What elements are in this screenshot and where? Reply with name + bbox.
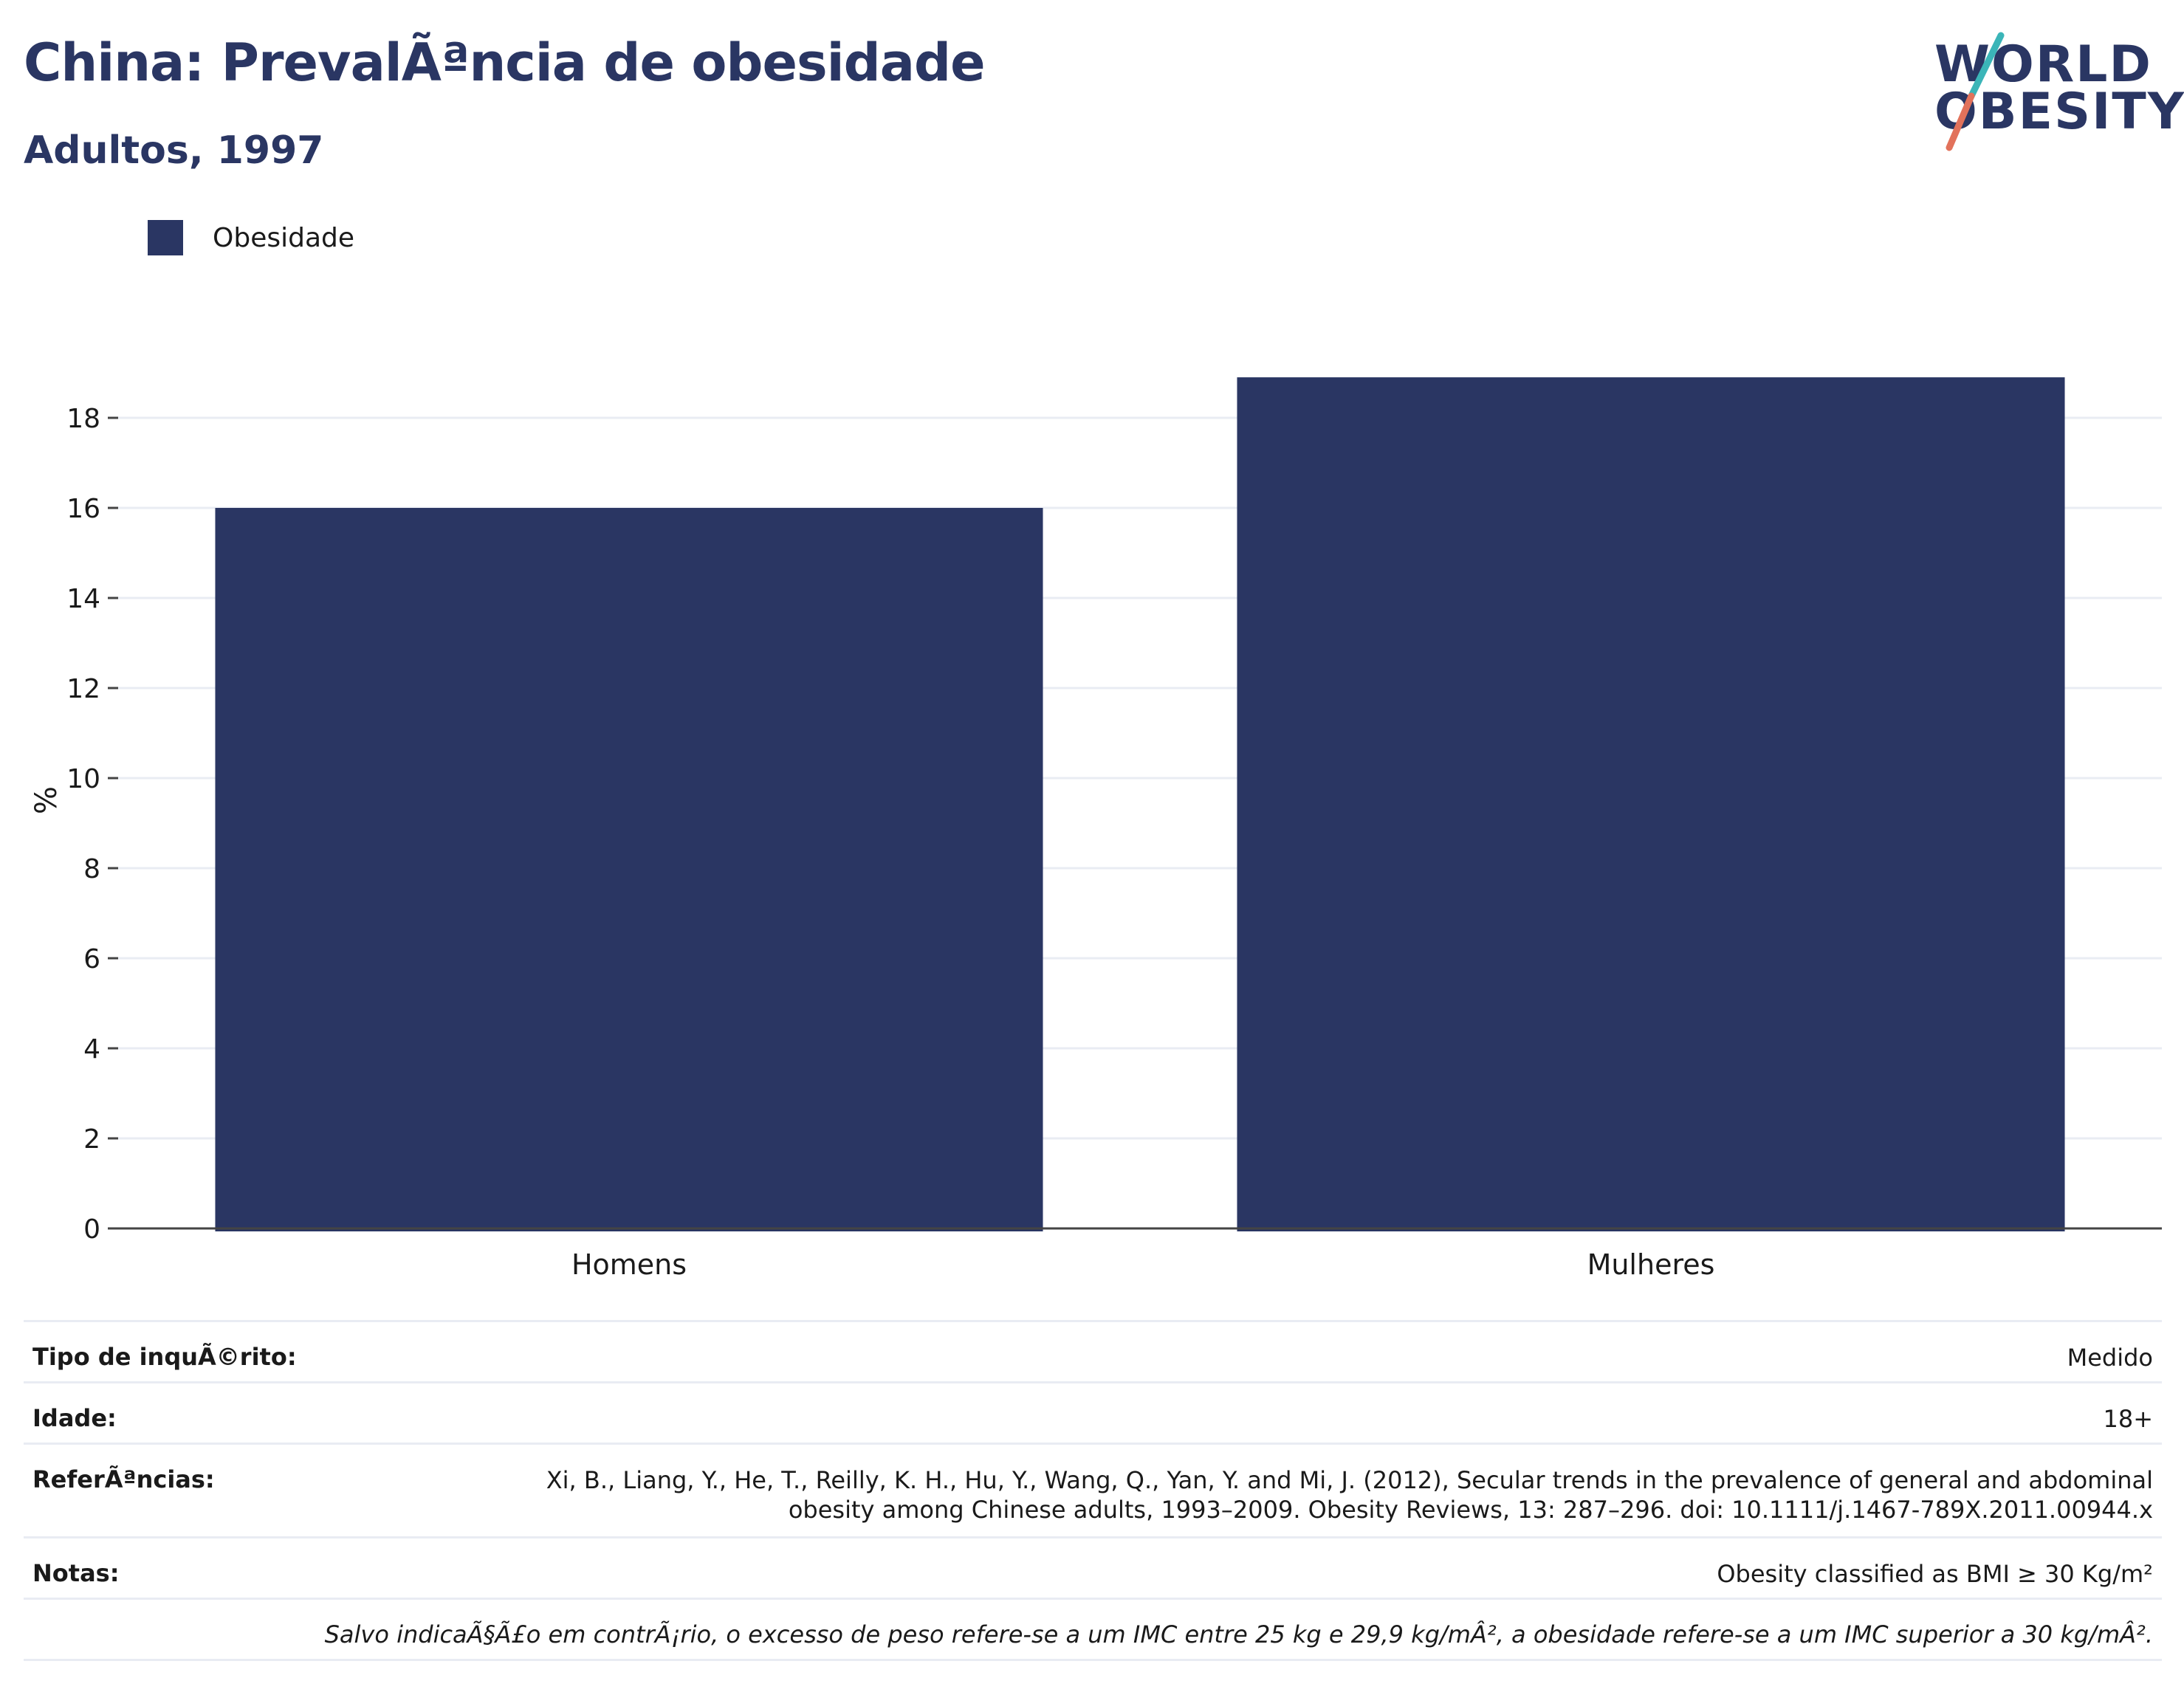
y-axis-title: %	[30, 786, 63, 814]
world-obesity-logo: WORLD OBESITY	[1920, 22, 2184, 155]
notes-value: Obesity classified as BMI ≥ 30 Kg/m²	[1717, 1560, 2153, 1588]
y-tick-label: 2	[83, 1124, 100, 1155]
age-label: Idade:	[32, 1404, 117, 1432]
y-tick-label: 18	[66, 404, 100, 434]
bar	[1237, 377, 2065, 1232]
chart-title: China: PrevalÃªncia de obesidade	[24, 32, 986, 93]
legend-label: Obesidade	[213, 222, 355, 253]
x-tick-label: Homens	[571, 1248, 687, 1281]
info-row-notes: Notas: Obesity classified as BMI ≥ 30 Kg…	[24, 1536, 2162, 1598]
y-tick-label: 0	[83, 1214, 100, 1245]
age-value: 18+	[2103, 1405, 2153, 1433]
y-tick-label: 6	[83, 944, 100, 974]
reference-line-2: obesity among Chinese adults, 1993–2009.…	[788, 1496, 2153, 1524]
survey-label: Tipo de inquÃ©rito:	[32, 1343, 297, 1371]
y-tick-label: 14	[66, 584, 100, 614]
y-tick-label: 4	[83, 1034, 100, 1065]
legend-swatch	[148, 220, 183, 255]
logo-text-world: WORLD	[1934, 35, 2152, 94]
notes-label: Notas:	[32, 1559, 120, 1587]
info-table: Tipo de inquÃ©rito: Medido Idade: 18+ Re…	[24, 1320, 2162, 1661]
reference-line-1: Xi, B., Liang, Y., He, T., Reilly, K. H.…	[546, 1466, 2153, 1494]
bar	[215, 508, 1043, 1231]
y-tick-label: 8	[83, 854, 100, 884]
x-tick-label: Mulheres	[1587, 1248, 1715, 1281]
logo-slash-icon	[1946, 32, 2005, 151]
legend: Obesidade	[148, 220, 354, 255]
info-row-footnote: Salvo indicaÃ§Ã£o em contrÃ¡rio, o exces…	[24, 1598, 2162, 1661]
y-tick-label: 10	[66, 764, 100, 794]
references-value: Xi, B., Liang, Y., He, T., Reilly, K. H.…	[546, 1445, 2153, 1524]
references-label: ReferÃªncias:	[32, 1465, 215, 1493]
info-row-references: ReferÃªncias: Xi, B., Liang, Y., He, T.,…	[24, 1443, 2162, 1536]
info-row-survey: Tipo de inquÃ©rito: Medido	[24, 1320, 2162, 1381]
chart-subtitle: Adultos, 1997	[24, 128, 324, 173]
info-row-age: Idade: 18+	[24, 1381, 2162, 1443]
survey-value: Medido	[2067, 1344, 2153, 1372]
bar-chart: 0 2 4 6 8 10 12 14 16 18% Homens Mulheres	[30, 377, 2162, 1281]
y-tick-label: 12	[66, 674, 100, 704]
footnote: Salvo indicaÃ§Ã£o em contrÃ¡rio, o exces…	[324, 1620, 2153, 1648]
y-tick-label: 16	[66, 494, 100, 524]
